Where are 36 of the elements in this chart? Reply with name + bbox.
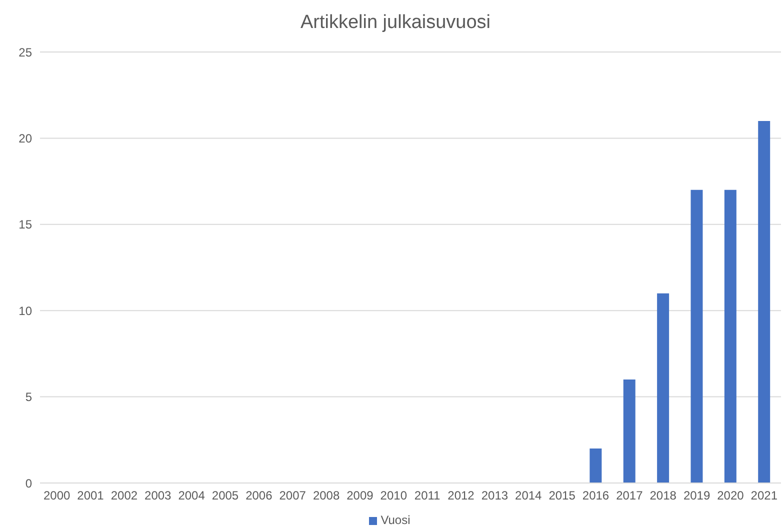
x-tick-label: 2015 xyxy=(548,488,576,503)
x-tick-label: 2003 xyxy=(144,488,172,503)
x-tick-label: 2016 xyxy=(582,488,610,503)
x-tick-label: 2002 xyxy=(110,488,138,503)
bar xyxy=(758,120,770,483)
x-tick-label: 2010 xyxy=(380,488,408,503)
x-tick-label: 2021 xyxy=(750,488,778,503)
x-tick-label: 2004 xyxy=(178,488,206,503)
legend-label: Vuosi xyxy=(380,513,410,527)
x-tick-label: 2009 xyxy=(346,488,374,503)
x-tick-label: 2001 xyxy=(77,488,104,503)
x-tick-label: 2011 xyxy=(414,488,441,503)
bar xyxy=(623,380,636,483)
x-tick-label: 2014 xyxy=(515,488,542,503)
y-tick-label: 5 xyxy=(25,390,32,404)
x-tick-label: 2000 xyxy=(43,488,71,503)
chart-title: Artikkelin julkaisuvuosi xyxy=(299,11,492,35)
bar xyxy=(590,448,602,483)
y-tick-label: 0 xyxy=(25,476,32,490)
bar xyxy=(657,293,670,483)
x-tick-label: 2019 xyxy=(683,488,710,503)
y-tick-label: 20 xyxy=(18,131,32,146)
x-tick-label: 2017 xyxy=(616,488,644,503)
bar xyxy=(690,190,703,483)
x-tick-label: 2007 xyxy=(279,488,306,503)
y-tick-label: 25 xyxy=(18,45,32,60)
x-tick-label: 2006 xyxy=(246,488,273,503)
x-tick-label: 2012 xyxy=(448,488,475,503)
x-tick-label: 2005 xyxy=(212,488,239,503)
x-tick-label: 2013 xyxy=(481,488,508,503)
x-tick-label: 2008 xyxy=(312,488,340,503)
y-tick-label: 15 xyxy=(18,218,32,232)
bar xyxy=(724,190,736,483)
x-tick-label: 2020 xyxy=(717,488,744,503)
x-tick-label: 2018 xyxy=(650,488,677,503)
y-tick-label: 10 xyxy=(18,304,32,318)
